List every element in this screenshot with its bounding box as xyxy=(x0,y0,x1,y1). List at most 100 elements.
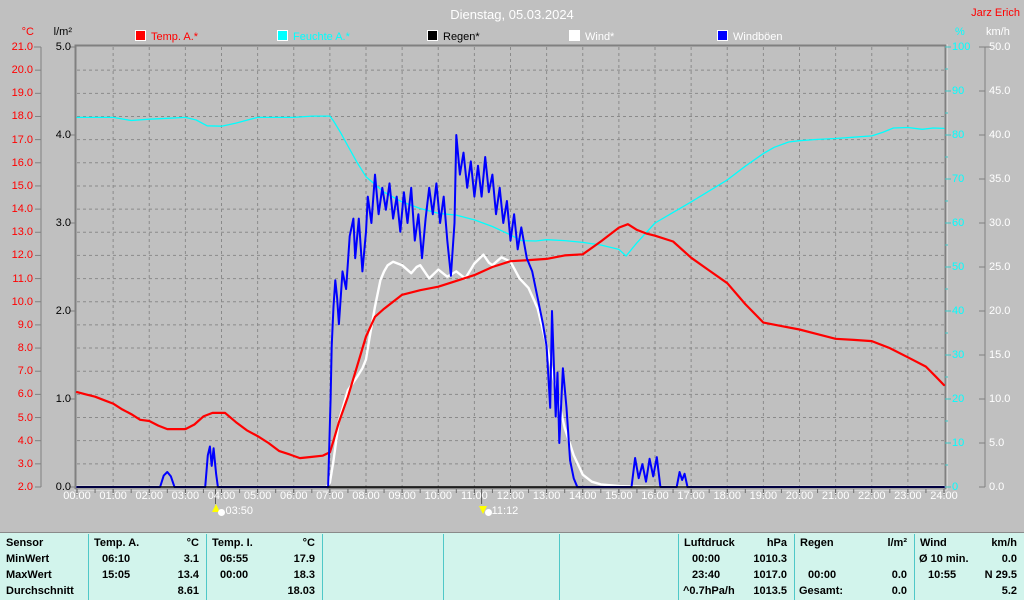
page-title: Dienstag, 05.03.2024 xyxy=(450,7,574,22)
table-cell: Ø 10 min. xyxy=(919,553,969,565)
table-cell: Luftdruck xyxy=(684,537,735,549)
humidity-axis-tick-label: 30 xyxy=(952,349,965,361)
wind-axis-tick-label: 20.0 xyxy=(989,305,1011,317)
series-feuchte-a- xyxy=(76,115,945,257)
temp-axis-tick-label: 11.0 xyxy=(12,272,33,285)
legend-item-regen-: Regen* xyxy=(427,30,480,44)
x-axis-tick-label: 09:00 xyxy=(388,490,416,502)
legend-item-label: Feuchte A.* xyxy=(293,31,350,43)
x-axis-tick-label: 14:00 xyxy=(568,490,597,502)
humidity-axis-tick-label: 60 xyxy=(952,217,965,229)
humidity-axis-tick-label: 80 xyxy=(952,129,965,141)
table-cell: 1010.3 xyxy=(753,553,787,565)
table-column-divider xyxy=(559,534,560,600)
table-cell: Sensor xyxy=(6,537,44,549)
table-cell: Regen xyxy=(800,537,834,549)
legend-item-label: Temp. A.* xyxy=(151,31,199,43)
left-axis-unit-temp: °C xyxy=(21,26,34,38)
table-cell: 1017.0 xyxy=(753,569,787,581)
wind-axis-tick-label: 25.0 xyxy=(989,261,1011,273)
table-cell: 1013.5 xyxy=(753,585,787,597)
table-cell: 0.0 xyxy=(891,569,907,581)
temp-axis-tick-label: 19.0 xyxy=(11,87,33,100)
rain-axis-tick-label: 2.0 xyxy=(55,305,71,317)
humidity-axis-tick-label: 90 xyxy=(952,85,965,97)
table-cell: l/m² xyxy=(887,537,907,549)
x-axis-tick-label: 23:00 xyxy=(894,490,922,502)
temp-axis-tick-label: 4.0 xyxy=(17,434,33,447)
legend-item-label: Regen* xyxy=(443,31,480,43)
legend-item-windb-en: Windböen xyxy=(717,30,783,44)
x-axis-tick-label: 05:00 xyxy=(243,490,272,502)
x-axis-tick-label: 10:00 xyxy=(424,490,453,502)
table-cell: 23:40 xyxy=(692,569,721,581)
table-column-divider xyxy=(88,534,89,600)
x-axis-tick-label: 16:00 xyxy=(641,490,669,502)
x-axis-tick-label: 21:00 xyxy=(821,490,850,502)
x-axis-tick-label: 13:00 xyxy=(532,490,561,502)
table-column-divider xyxy=(914,534,915,600)
left-axis-unit-rain: l/m² xyxy=(53,26,72,38)
legend-swatch-icon xyxy=(569,30,580,41)
table-cell: °C xyxy=(186,537,199,549)
temp-axis-tick-label: 8.0 xyxy=(17,342,33,355)
moon-marker: 11:12 xyxy=(478,504,519,518)
wind-axis-tick-label: 5.0 xyxy=(989,437,1005,449)
wind-axis-tick-label: 35.0 xyxy=(989,173,1011,185)
table-cell: 0.0 xyxy=(891,585,907,597)
x-axis-tick-label: 19:00 xyxy=(749,490,778,502)
table-cell: 06:10 xyxy=(102,553,131,565)
series-wind- xyxy=(75,253,946,489)
moon-marker-time: 11:12 xyxy=(491,505,519,517)
table-cell: 3.1 xyxy=(183,553,199,565)
x-axis-tick-label: 07:00 xyxy=(316,490,344,502)
x-axis-tick-label: 00:00 xyxy=(63,490,91,502)
x-axis-tick-label: 06:00 xyxy=(279,490,308,502)
table-cell: MaxWert xyxy=(6,569,52,581)
legend-swatch-icon xyxy=(427,30,438,41)
table-cell: Temp. I. xyxy=(212,537,253,549)
wind-axis-tick-label: 10.0 xyxy=(989,393,1011,405)
humidity-axis-tick-label: 100 xyxy=(952,41,971,53)
table-cell: 10:55 xyxy=(928,569,957,581)
table-cell: Wind xyxy=(920,537,947,549)
moon-marker: 03:50 xyxy=(212,504,253,518)
humidity-axis-tick-label: 70 xyxy=(952,173,965,185)
x-axis-tick-label: 17:00 xyxy=(677,490,705,502)
legend-item-label: Wind* xyxy=(585,31,615,43)
x-axis-tick-label: 08:00 xyxy=(352,490,380,502)
temp-axis-tick-label: 17.0 xyxy=(11,133,33,146)
wind-axis-tick-label: 30.0 xyxy=(989,217,1011,229)
temp-axis-tick-label: 6.0 xyxy=(17,388,33,401)
temp-axis-tick-label: 15.0 xyxy=(11,179,33,192)
x-axis-tick-label: 12:00 xyxy=(496,490,525,502)
humidity-axis-tick-label: 10 xyxy=(952,437,965,449)
table-cell: 18.03 xyxy=(287,585,315,597)
temp-axis-tick-label: 12.0 xyxy=(11,249,33,262)
table-cell: 06:55 xyxy=(220,553,249,565)
table-cell: km/h xyxy=(991,537,1017,549)
legend-item-label: Windböen xyxy=(733,31,783,43)
legend: Temp. A.* Feuchte A.* Regen* Wind* Windböen xyxy=(0,30,1024,45)
temp-axis-tick-label: 21.0 xyxy=(11,41,33,53)
wind-axis-tick-label: 40.0 xyxy=(989,129,1011,141)
humidity-axis-tick-label: 0 xyxy=(952,481,959,493)
x-axis-tick-label: 24:00 xyxy=(930,490,958,502)
table-cell: Gesamt: xyxy=(799,585,844,597)
temp-axis-tick-label: 9.0 xyxy=(17,318,33,331)
legend-swatch-icon xyxy=(277,30,288,41)
legend-item-feuchte-a-: Feuchte A.* xyxy=(277,30,350,44)
legend-item-temp-a-: Temp. A.* xyxy=(135,30,198,44)
moonrise-icon xyxy=(212,504,226,516)
x-axis-tick-label: 11:00 xyxy=(461,490,488,502)
x-axis-tick-label: 04:00 xyxy=(207,490,236,502)
table-cell: 8.61 xyxy=(177,585,199,597)
legend-swatch-icon xyxy=(135,30,146,41)
table-cell: 17.9 xyxy=(293,553,315,565)
legend-swatch-icon xyxy=(717,30,728,41)
table-cell: Durchschnitt xyxy=(6,585,74,597)
table-cell: 18.3 xyxy=(293,569,315,581)
series-windb-en xyxy=(76,134,945,488)
right-axis-unit-humidity: % xyxy=(955,26,965,38)
